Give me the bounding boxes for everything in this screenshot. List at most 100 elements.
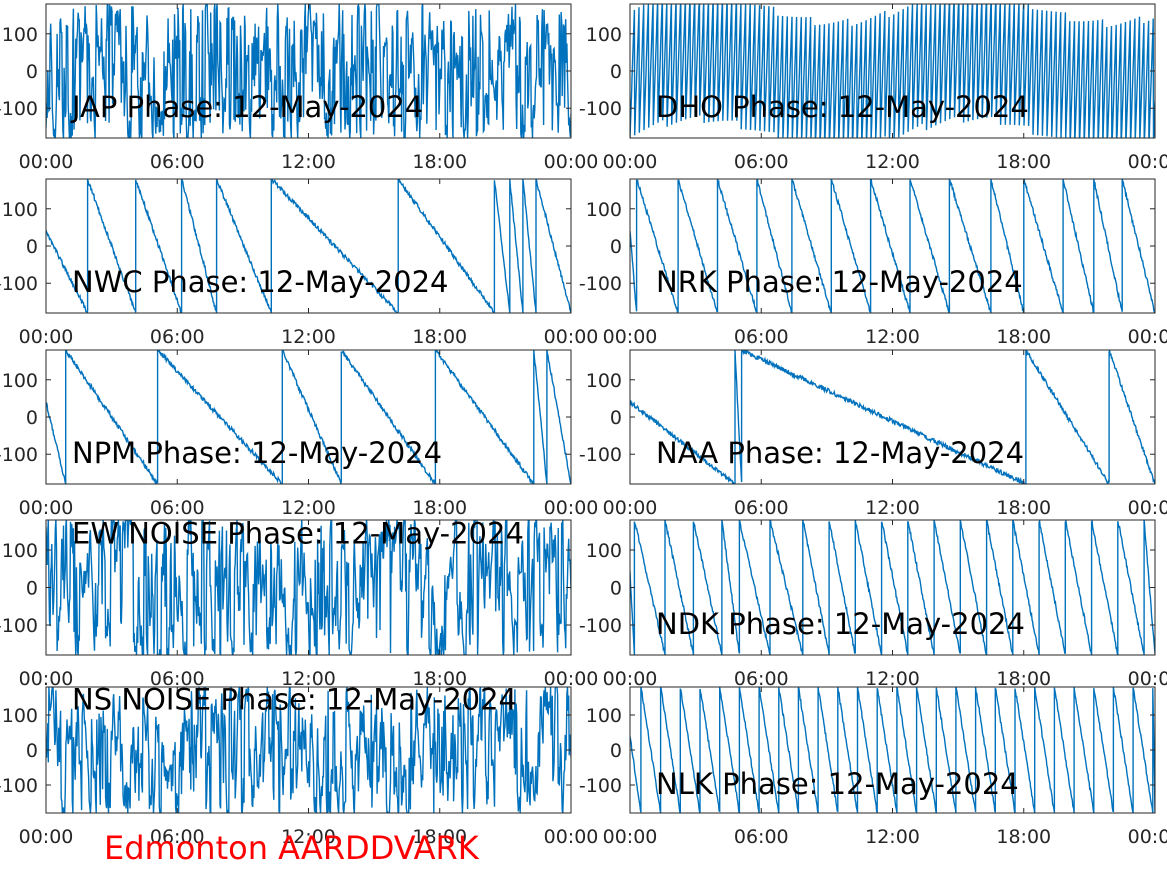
- y-tick-label: 100: [586, 540, 622, 562]
- phase-panel: 100 0 -100 00:00 06:00 12:00 18:00 00:00 NLK Pha…: [579, 686, 1167, 848]
- x-tick-label: 00:00: [19, 668, 74, 690]
- phase-panel: 100 0 -100 00:00 06:00 12:00 18:00 00:00 NRK Pha…: [579, 178, 1167, 348]
- panel-title: NDK Phase: 12-May-2024: [656, 607, 1025, 641]
- x-tick-label: 12:00: [281, 497, 336, 519]
- phase-series-line: [46, 687, 571, 813]
- panel-title: NWC Phase: 12-May-2024: [72, 265, 449, 299]
- x-tick-label: 12:00: [281, 668, 336, 690]
- y-tick-label: 0: [610, 740, 622, 762]
- panel-title: JAP Phase: 12-May-2024: [70, 90, 423, 124]
- y-tick-label: -100: [579, 98, 622, 120]
- x-tick-label: 00:00: [19, 826, 74, 848]
- x-tick-label: 18:00: [996, 151, 1051, 173]
- panel-title: NS NOISE Phase: 12-May-2024: [72, 683, 517, 717]
- y-tick-label: -100: [579, 615, 622, 637]
- x-tick-label: 00:00: [603, 151, 658, 173]
- x-tick-label: 06:00: [734, 826, 789, 848]
- x-tick-label: 18:00: [412, 826, 467, 848]
- x-tick-label: 12:00: [865, 668, 920, 690]
- x-tick-label: 18:00: [412, 668, 467, 690]
- phase-series-line: [46, 350, 571, 484]
- y-tick-label: 100: [586, 199, 622, 221]
- x-tick-label: 00:00: [603, 826, 658, 848]
- station-caption: Edmonton AARDDVARK: [104, 829, 480, 867]
- x-tick-label: 12:00: [865, 151, 920, 173]
- y-tick-label: 100: [2, 199, 38, 221]
- panel-title: NLK Phase: 12-May-2024: [656, 767, 1019, 801]
- x-tick-label: 00:00: [544, 668, 599, 690]
- x-tick-label: 00:00: [603, 668, 658, 690]
- y-tick-label: -100: [0, 615, 38, 637]
- phase-series-line: [630, 687, 1155, 813]
- x-tick-label: 12:00: [865, 826, 920, 848]
- y-tick-label: 100: [2, 540, 38, 562]
- phase-panel: 100 0 -100 00:00 06:00 12:00 18:00 00:00 EW NOIS…: [0, 517, 598, 691]
- x-tick-label: 06:00: [150, 826, 205, 848]
- x-tick-label: 06:00: [150, 151, 205, 173]
- x-tick-label: 18:00: [996, 826, 1051, 848]
- x-tick-label: 00:00: [1128, 497, 1167, 519]
- phase-series-line: [46, 179, 571, 313]
- y-tick-label: 0: [26, 61, 38, 83]
- x-tick-label: 00:00: [544, 151, 599, 173]
- x-tick-label: 00:00: [1128, 668, 1167, 690]
- x-tick-label: 12:00: [281, 826, 336, 848]
- x-tick-label: 06:00: [734, 326, 789, 348]
- phase-series-line: [46, 520, 571, 655]
- x-tick-label: 00:00: [1128, 826, 1167, 848]
- y-tick-label: 100: [2, 370, 38, 392]
- x-tick-label: 12:00: [281, 151, 336, 173]
- phase-series-line: [630, 350, 1155, 484]
- x-tick-label: 06:00: [150, 326, 205, 348]
- y-tick-label: 100: [2, 24, 38, 46]
- y-tick-label: 0: [26, 236, 38, 258]
- x-tick-label: 00:00: [1128, 151, 1167, 173]
- phase-panel: 100 0 -100 00:00 06:00 12:00 18:00 00:00 JAP Pha…: [0, 3, 599, 173]
- x-tick-label: 18:00: [996, 497, 1051, 519]
- x-tick-label: 00:00: [19, 497, 74, 519]
- x-tick-label: 18:00: [412, 497, 467, 519]
- panel-title: EW NOISE Phase: 12-May-2024: [72, 517, 524, 551]
- x-tick-label: 00:00: [544, 326, 599, 348]
- y-tick-label: 100: [2, 705, 38, 727]
- x-tick-label: 12:00: [865, 497, 920, 519]
- x-tick-label: 12:00: [281, 326, 336, 348]
- y-tick-label: -100: [0, 444, 38, 466]
- phase-panel: 100 0 -100 00:00 06:00 12:00 18:00 00:00 NAA Pha…: [579, 349, 1167, 519]
- x-tick-label: 00:00: [1128, 326, 1167, 348]
- phase-series-line: [630, 179, 1155, 313]
- x-tick-label: 12:00: [865, 326, 920, 348]
- phase-series-line: [630, 4, 1155, 138]
- y-tick-label: 0: [26, 578, 38, 600]
- y-tick-label: -100: [579, 444, 622, 466]
- panel-title: NAA Phase: 12-May-2024: [656, 436, 1024, 470]
- y-tick-label: 0: [610, 61, 622, 83]
- phase-series-line: [630, 520, 1155, 655]
- panel-title: NRK Phase: 12-May-2024: [656, 265, 1023, 299]
- x-tick-label: 06:00: [150, 497, 205, 519]
- y-tick-label: -100: [0, 775, 38, 797]
- y-tick-label: 0: [610, 236, 622, 258]
- y-tick-label: -100: [0, 98, 38, 120]
- panel-title: DHO Phase: 12-May-2024: [656, 90, 1029, 124]
- x-tick-label: 06:00: [734, 668, 789, 690]
- panel-title: NPM Phase: 12-May-2024: [72, 436, 442, 470]
- phase-panel: 100 0 -100 00:00 06:00 12:00 18:00 00:00 NS NOIS…: [0, 683, 598, 848]
- x-tick-label: 00:00: [603, 326, 658, 348]
- x-tick-label: 06:00: [150, 668, 205, 690]
- y-tick-label: -100: [579, 273, 622, 295]
- y-tick-label: 0: [26, 740, 38, 762]
- x-tick-label: 00:00: [19, 326, 74, 348]
- x-tick-label: 06:00: [734, 151, 789, 173]
- x-tick-label: 18:00: [996, 668, 1051, 690]
- x-tick-label: 18:00: [996, 326, 1051, 348]
- y-tick-label: 0: [610, 578, 622, 600]
- x-tick-label: 18:00: [412, 151, 467, 173]
- x-tick-label: 18:00: [412, 326, 467, 348]
- x-tick-label: 00:00: [544, 497, 599, 519]
- x-tick-label: 00:00: [603, 497, 658, 519]
- x-tick-label: 06:00: [734, 497, 789, 519]
- y-tick-label: 100: [586, 24, 622, 46]
- y-tick-label: 100: [586, 370, 622, 392]
- x-tick-label: 00:00: [544, 826, 599, 848]
